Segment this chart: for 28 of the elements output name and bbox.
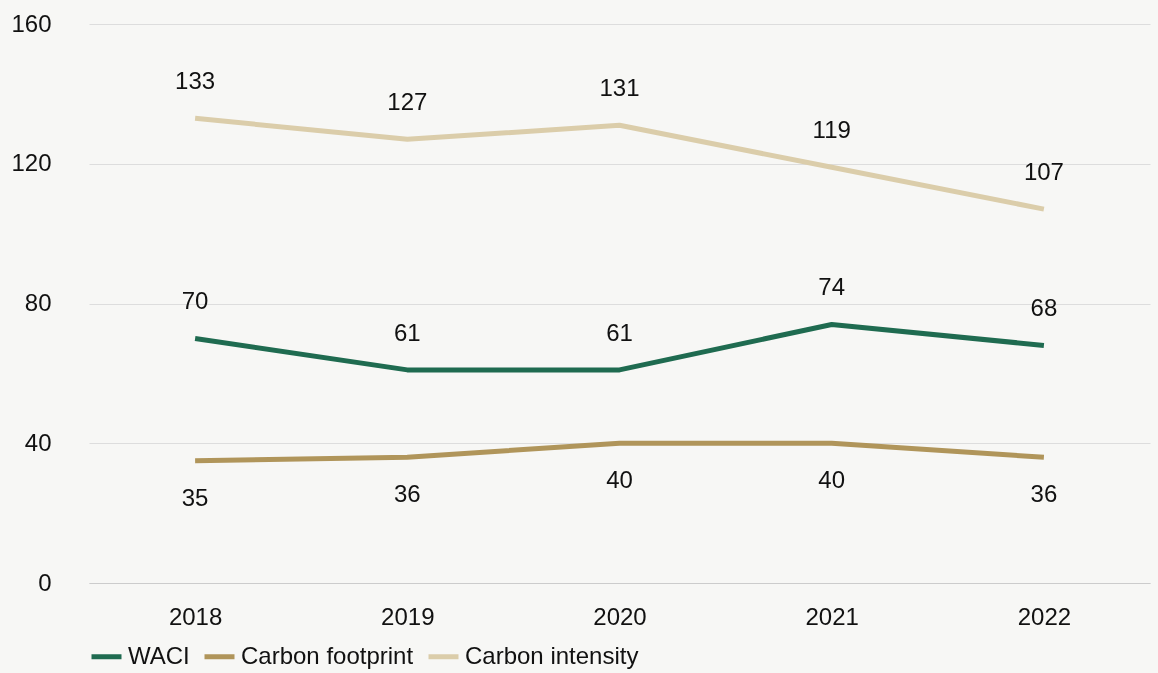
data-label: 119 — [812, 116, 851, 144]
x-tick-label: 2019 — [381, 602, 435, 630]
legend-label: Carbon intensity — [465, 641, 639, 669]
data-label: 74 — [818, 273, 846, 301]
data-label: 36 — [1030, 480, 1058, 508]
y-tick-label: 80 — [24, 289, 52, 316]
data-label: 40 — [606, 466, 633, 494]
data-label: 68 — [1030, 294, 1058, 322]
x-tick-label: 2020 — [593, 602, 647, 630]
y-tick-label: 160 — [11, 9, 52, 37]
x-tick-label: 2018 — [168, 602, 223, 630]
data-label: 131 — [599, 74, 640, 102]
data-label: 36 — [393, 480, 421, 508]
x-tick-label: 2021 — [805, 602, 859, 630]
data-label: 70 — [181, 287, 209, 315]
data-label: 61 — [393, 318, 421, 346]
legend-label: Carbon footprint — [241, 641, 414, 669]
legend-label: WACI — [128, 641, 190, 669]
data-label: 107 — [1023, 158, 1064, 186]
y-tick-label: 120 — [11, 149, 52, 177]
data-label: 61 — [606, 318, 633, 346]
data-label: 127 — [387, 88, 428, 116]
data-label: 40 — [818, 466, 846, 494]
data-label: 133 — [175, 67, 216, 95]
y-tick-label: 0 — [38, 568, 52, 596]
data-label: 35 — [181, 483, 209, 511]
x-tick-label: 2022 — [1017, 602, 1072, 630]
y-tick-label: 40 — [24, 428, 52, 456]
